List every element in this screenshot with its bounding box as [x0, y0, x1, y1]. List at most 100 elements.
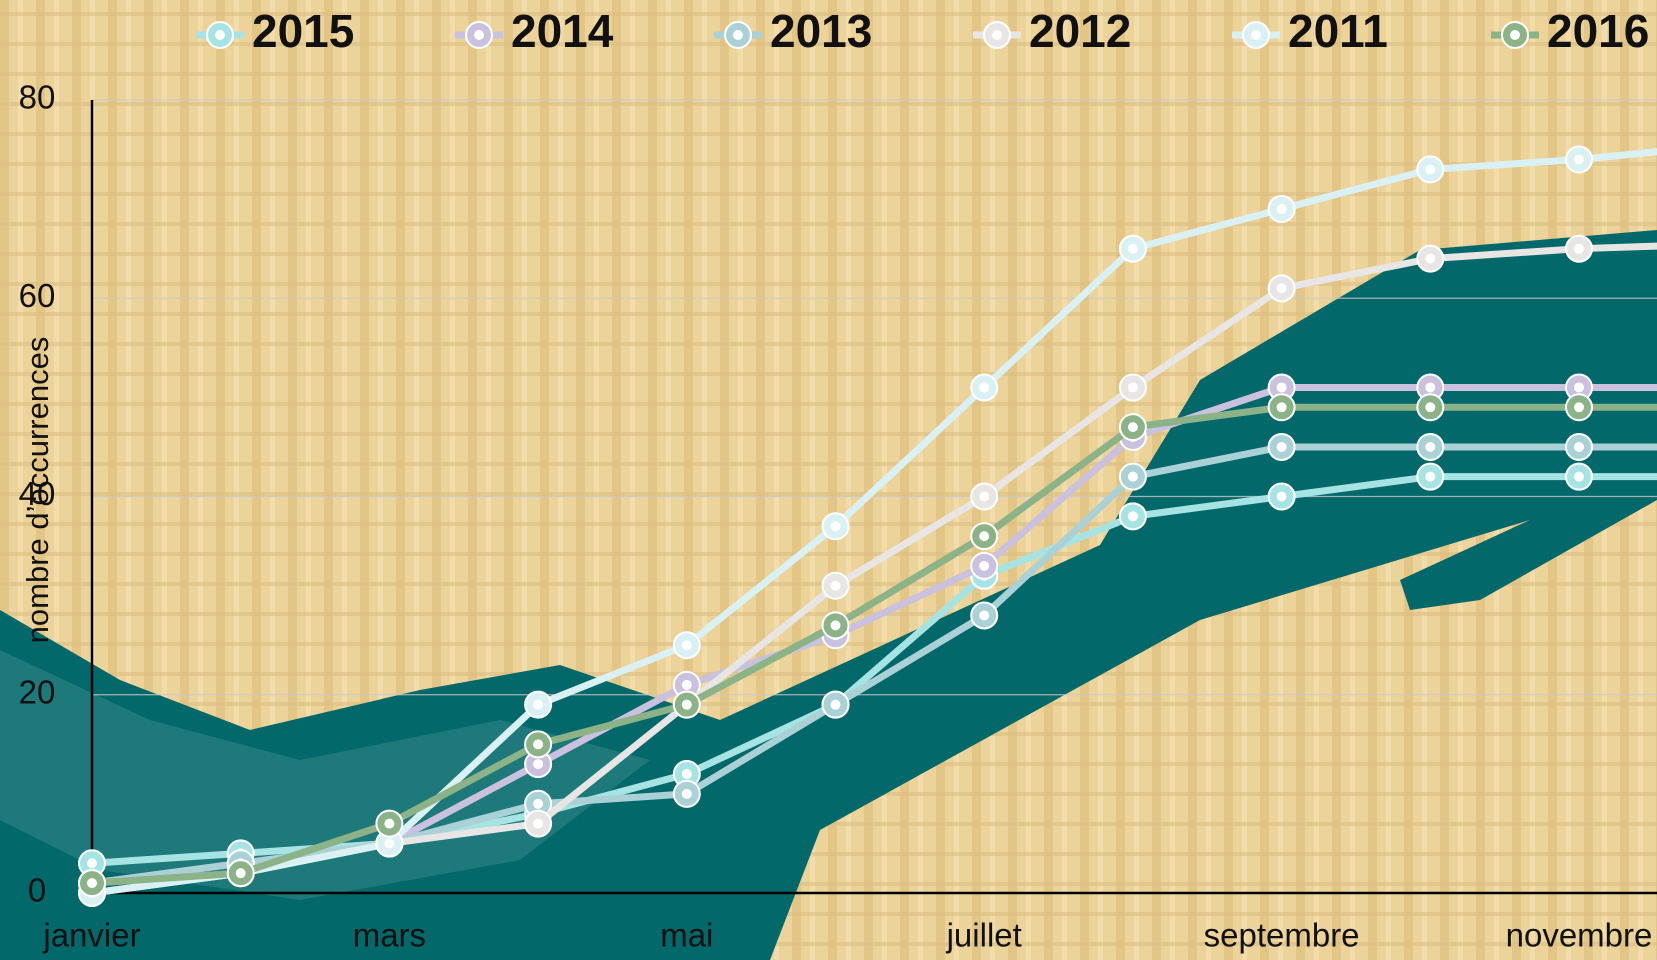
- marker-dot: [733, 30, 743, 40]
- data-point: [1120, 414, 1146, 440]
- marker-dot: [1277, 204, 1287, 214]
- marker-dot: [979, 492, 989, 502]
- legend-marker: [725, 22, 751, 48]
- data-point: [1269, 275, 1295, 301]
- marker-dot: [87, 878, 97, 888]
- marker-dot: [1425, 254, 1435, 264]
- data-point: [1566, 394, 1592, 420]
- data-point: [674, 781, 700, 807]
- data-point: [525, 811, 551, 837]
- marker-dot: [831, 521, 841, 531]
- data-point: [1417, 394, 1443, 420]
- legend-marker: [207, 22, 233, 48]
- data-point: [971, 602, 997, 628]
- marker-dot: [1277, 492, 1287, 502]
- marker-dot: [87, 858, 97, 868]
- marker-dot: [1277, 402, 1287, 412]
- marker-dot: [1128, 511, 1138, 521]
- data-point: [674, 692, 700, 718]
- data-point: [376, 811, 402, 837]
- marker-dot: [1574, 244, 1584, 254]
- data-point: [1120, 503, 1146, 529]
- data-point: [1417, 156, 1443, 182]
- data-point: [971, 553, 997, 579]
- marker-dot: [384, 819, 394, 829]
- y-tick-label: 40: [19, 475, 56, 512]
- marker-dot: [474, 30, 484, 40]
- data-point: [674, 632, 700, 658]
- legend-label: 2015: [252, 5, 354, 57]
- marker-dot: [215, 30, 225, 40]
- x-tick-label: septembre: [1204, 917, 1360, 954]
- marker-dot: [1574, 442, 1584, 452]
- x-tick-label: novembre: [1506, 917, 1653, 954]
- x-tick-label: juillet: [946, 917, 1022, 954]
- data-point: [525, 692, 551, 718]
- data-point: [971, 523, 997, 549]
- y-tick-label: 0: [28, 872, 46, 909]
- marker-dot: [979, 561, 989, 571]
- x-tick-label: mars: [353, 917, 426, 954]
- marker-dot: [1510, 30, 1520, 40]
- marker-dot: [682, 789, 692, 799]
- data-point: [1120, 374, 1146, 400]
- marker-dot: [682, 700, 692, 710]
- marker-dot: [1128, 472, 1138, 482]
- data-point: [971, 374, 997, 400]
- data-point: [1269, 394, 1295, 420]
- data-point: [1417, 246, 1443, 272]
- marker-dot: [1425, 164, 1435, 174]
- marker-dot: [1425, 402, 1435, 412]
- legend-label: 2014: [511, 5, 614, 57]
- data-point: [525, 731, 551, 757]
- marker-dot: [384, 838, 394, 848]
- marker-dot: [979, 610, 989, 620]
- data-point: [823, 513, 849, 539]
- marker-dot: [1425, 472, 1435, 482]
- marker-dot: [1277, 283, 1287, 293]
- marker-dot: [831, 581, 841, 591]
- data-point: [823, 612, 849, 638]
- data-point: [1269, 434, 1295, 460]
- marker-dot: [533, 759, 543, 769]
- x-tick-label: mai: [660, 917, 713, 954]
- data-point: [823, 692, 849, 718]
- data-point: [1269, 484, 1295, 510]
- marker-dot: [533, 819, 543, 829]
- data-point: [1120, 236, 1146, 262]
- marker-dot: [831, 620, 841, 630]
- marker-dot: [533, 700, 543, 710]
- legend-label: 2012: [1029, 5, 1131, 57]
- marker-dot: [236, 868, 246, 878]
- y-tick-label: 80: [19, 79, 56, 116]
- data-point: [1417, 434, 1443, 460]
- marker-dot: [533, 739, 543, 749]
- marker-dot: [992, 30, 1002, 40]
- data-point: [971, 484, 997, 510]
- marker-dot: [1425, 442, 1435, 452]
- data-point: [1566, 236, 1592, 262]
- marker-dot: [1277, 442, 1287, 452]
- data-point: [1269, 196, 1295, 222]
- data-point: [228, 860, 254, 886]
- legend-label: 2013: [770, 5, 872, 57]
- marker-dot: [1574, 382, 1584, 392]
- marker-dot: [979, 531, 989, 541]
- legend-marker: [984, 22, 1010, 48]
- marker-dot: [1128, 382, 1138, 392]
- y-tick-label: 20: [19, 673, 56, 710]
- legend-marker: [1243, 22, 1269, 48]
- x-tick-label: janvier: [42, 917, 140, 954]
- marker-dot: [682, 769, 692, 779]
- marker-dot: [1128, 422, 1138, 432]
- marker-dot: [682, 640, 692, 650]
- marker-dot: [682, 680, 692, 690]
- marker-dot: [1574, 402, 1584, 412]
- chart: nombre d’occurrences 020406080janviermar…: [0, 0, 1657, 960]
- marker-dot: [1574, 154, 1584, 164]
- data-point: [1566, 464, 1592, 490]
- y-tick-label: 60: [19, 277, 56, 314]
- data-point: [1566, 434, 1592, 460]
- marker-dot: [1128, 244, 1138, 254]
- marker-dot: [1277, 382, 1287, 392]
